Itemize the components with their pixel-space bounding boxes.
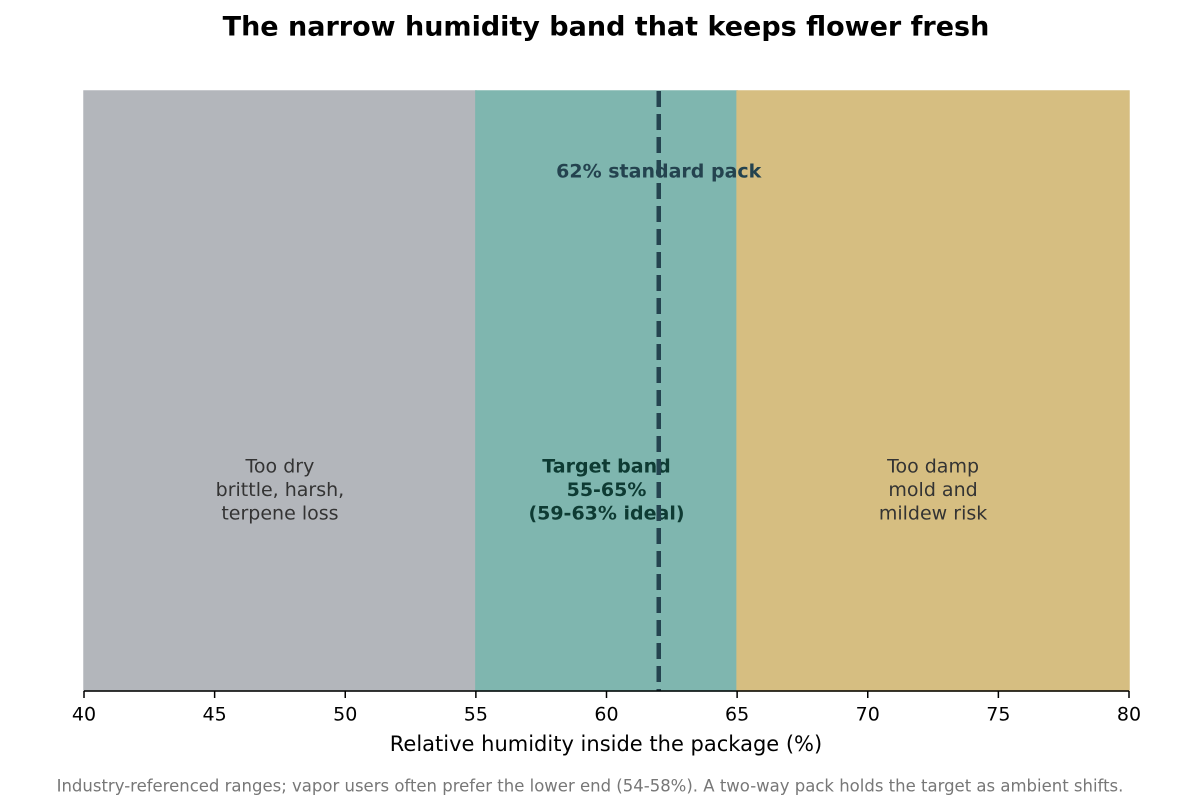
x-tick-label: 60 [594,704,618,726]
band [475,90,738,692]
band-label: Too damp [886,456,979,478]
x-axis-label: Relative humidity inside the package (%) [390,732,822,756]
x-tick-label: 55 [464,704,488,726]
band-label: mold and [888,479,977,501]
band [83,90,477,692]
band-label: Target band [542,456,670,478]
x-tick-label: 65 [725,704,749,726]
x-tick-label: 40 [72,704,96,726]
footnote: Industry-referenced ranges; vapor users … [57,777,1124,796]
band-label: 55-65% [567,479,647,501]
band-label: Too dry [245,456,315,478]
chart-title: The narrow humidity band that keeps flow… [223,12,990,43]
band-label: terpene loss [221,503,338,525]
x-tick-label: 80 [1117,704,1141,726]
band [736,90,1130,692]
x-tick-label: 45 [203,704,227,726]
x-tick-label: 50 [333,704,357,726]
band-label: (59-63% ideal) [528,503,684,525]
x-tick-label: 75 [986,704,1010,726]
band-label: brittle, harsh, [216,479,345,501]
x-tick-label: 70 [856,704,880,726]
reference-label: 62% standard pack [556,161,762,183]
band-label: mildew risk [879,503,987,525]
